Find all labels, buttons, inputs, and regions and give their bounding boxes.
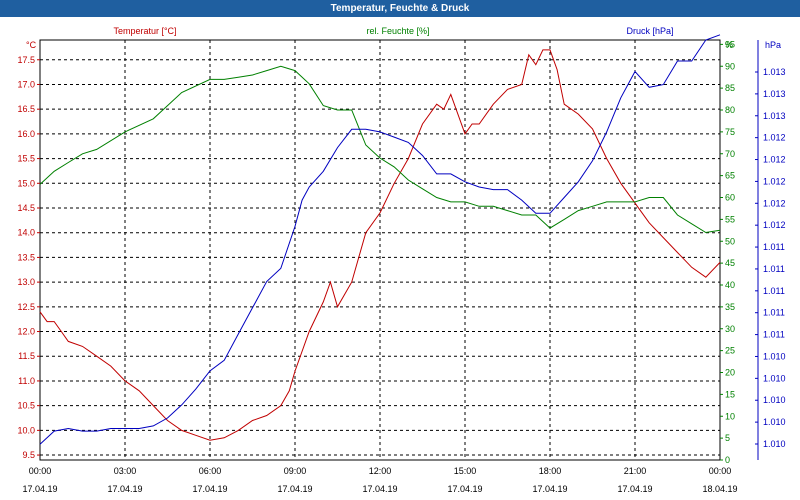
humidity-tick-label: 80 (725, 105, 735, 115)
humidity-tick-label: 15 (725, 389, 735, 399)
humidity-tick-label: 35 (725, 302, 735, 312)
pressure-tick-label: 1.012 (763, 155, 786, 165)
humidity-axis-label: rel. Feuchte [%] (366, 26, 429, 36)
x-tick-time: 03:00 (114, 466, 137, 476)
pressure-tick-label: 1.012 (763, 220, 786, 230)
pressure-tick-label: 1.011 (763, 286, 785, 296)
chart-title-bar: Temperatur, Feuchte & Druck (0, 0, 800, 17)
x-tick-time: 18:00 (539, 466, 562, 476)
temperature-tick-label: 10.5 (17, 401, 35, 411)
humidity-tick-label: 50 (725, 236, 735, 246)
x-tick-date: 17.04.19 (107, 484, 142, 494)
pressure-tick-label: 1.013 (763, 89, 786, 99)
temperature-tick-label: 11.5 (18, 351, 35, 361)
humidity-tick-label: 0 (725, 455, 730, 465)
temperature-tick-label: 14.5 (17, 203, 35, 213)
pressure-unit: hPa (765, 40, 781, 50)
humidity-tick-label: 20 (725, 368, 735, 378)
pressure-tick-label: 1.011 (763, 330, 785, 340)
humidity-tick-label: 60 (725, 193, 735, 203)
temperature-tick-label: 17.5 (17, 55, 35, 65)
temperature-tick-label: 14.0 (17, 228, 35, 238)
x-tick-time: 21:00 (624, 466, 647, 476)
temperature-tick-label: 15.0 (17, 178, 35, 188)
pressure-tick-label: 1.010 (763, 373, 786, 383)
pressure-tick-label: 1.013 (763, 67, 786, 77)
x-tick-date: 17.04.19 (447, 484, 482, 494)
pressure-tick-label: 1.010 (763, 395, 786, 405)
pressure-tick-label: 1.010 (763, 417, 786, 427)
pressure-axis-label: Druck [hPa] (626, 26, 673, 36)
temperature-axis-label: Temperatur [°C] (113, 26, 176, 36)
humidity-tick-label: 65 (725, 171, 735, 181)
temperature-tick-label: 13.5 (17, 252, 35, 262)
temperature-tick-label: 10.0 (17, 425, 35, 435)
temperature-tick-label: 11.0 (18, 376, 35, 386)
pressure-tick-label: 1.011 (763, 308, 785, 318)
pressure-tick-label: 1.010 (763, 439, 786, 449)
temperature-series-line (39, 49, 721, 441)
x-tick-date: 17.04.19 (362, 484, 397, 494)
x-tick-date: 18.04.19 (702, 484, 737, 494)
humidity-tick-label: 85 (725, 83, 735, 93)
temperature-tick-label: 12.5 (17, 302, 35, 312)
x-tick-date: 17.04.19 (532, 484, 567, 494)
temperature-tick-label: 17.0 (17, 79, 35, 89)
humidity-tick-label: 5 (725, 433, 730, 443)
pressure-tick-label: 1.011 (763, 264, 785, 274)
pressure-series-line (39, 34, 721, 445)
chart-title: Temperatur, Feuchte & Druck (330, 3, 470, 14)
x-tick-date: 17.04.19 (617, 484, 652, 494)
humidity-tick-label: 90 (725, 61, 735, 71)
humidity-unit: % (725, 40, 733, 50)
pressure-tick-label: 1.012 (763, 176, 786, 186)
x-tick-time: 12:00 (369, 466, 392, 476)
humidity-tick-label: 30 (725, 324, 735, 334)
temperature-unit: °C (26, 40, 37, 50)
x-tick-time: 00:00 (29, 466, 52, 476)
humidity-tick-label: 25 (725, 346, 735, 356)
x-tick-date: 17.04.19 (192, 484, 227, 494)
x-tick-time: 06:00 (199, 466, 222, 476)
humidity-tick-label: 95 (725, 39, 735, 49)
temperature-tick-label: 16.5 (17, 104, 35, 114)
x-tick-time: 09:00 (284, 466, 307, 476)
pressure-tick-label: 1.012 (763, 133, 786, 143)
temperature-tick-label: 13.0 (17, 277, 35, 287)
humidity-tick-label: 10 (725, 411, 735, 421)
x-tick-time: 15:00 (454, 466, 477, 476)
pressure-tick-label: 1.011 (763, 242, 785, 252)
humidity-tick-label: 55 (725, 214, 735, 224)
pressure-tick-label: 1.012 (763, 198, 786, 208)
temperature-tick-label: 16.0 (17, 129, 35, 139)
x-tick-date: 17.04.19 (22, 484, 57, 494)
pressure-tick-label: 1.010 (763, 351, 786, 361)
humidity-tick-label: 75 (725, 127, 735, 137)
pressure-tick-label: 1.013 (763, 111, 786, 121)
humidity-series-line (39, 65, 721, 234)
temperature-tick-label: 15.5 (17, 154, 35, 164)
temperature-tick-label: 12.0 (17, 327, 35, 337)
humidity-tick-label: 70 (725, 149, 735, 159)
humidity-tick-label: 45 (725, 258, 735, 268)
x-tick-date: 17.04.19 (277, 484, 312, 494)
humidity-tick-label: 40 (725, 280, 735, 290)
x-tick-time: 00:00 (709, 466, 732, 476)
temperature-tick-label: 9.5 (22, 450, 35, 460)
